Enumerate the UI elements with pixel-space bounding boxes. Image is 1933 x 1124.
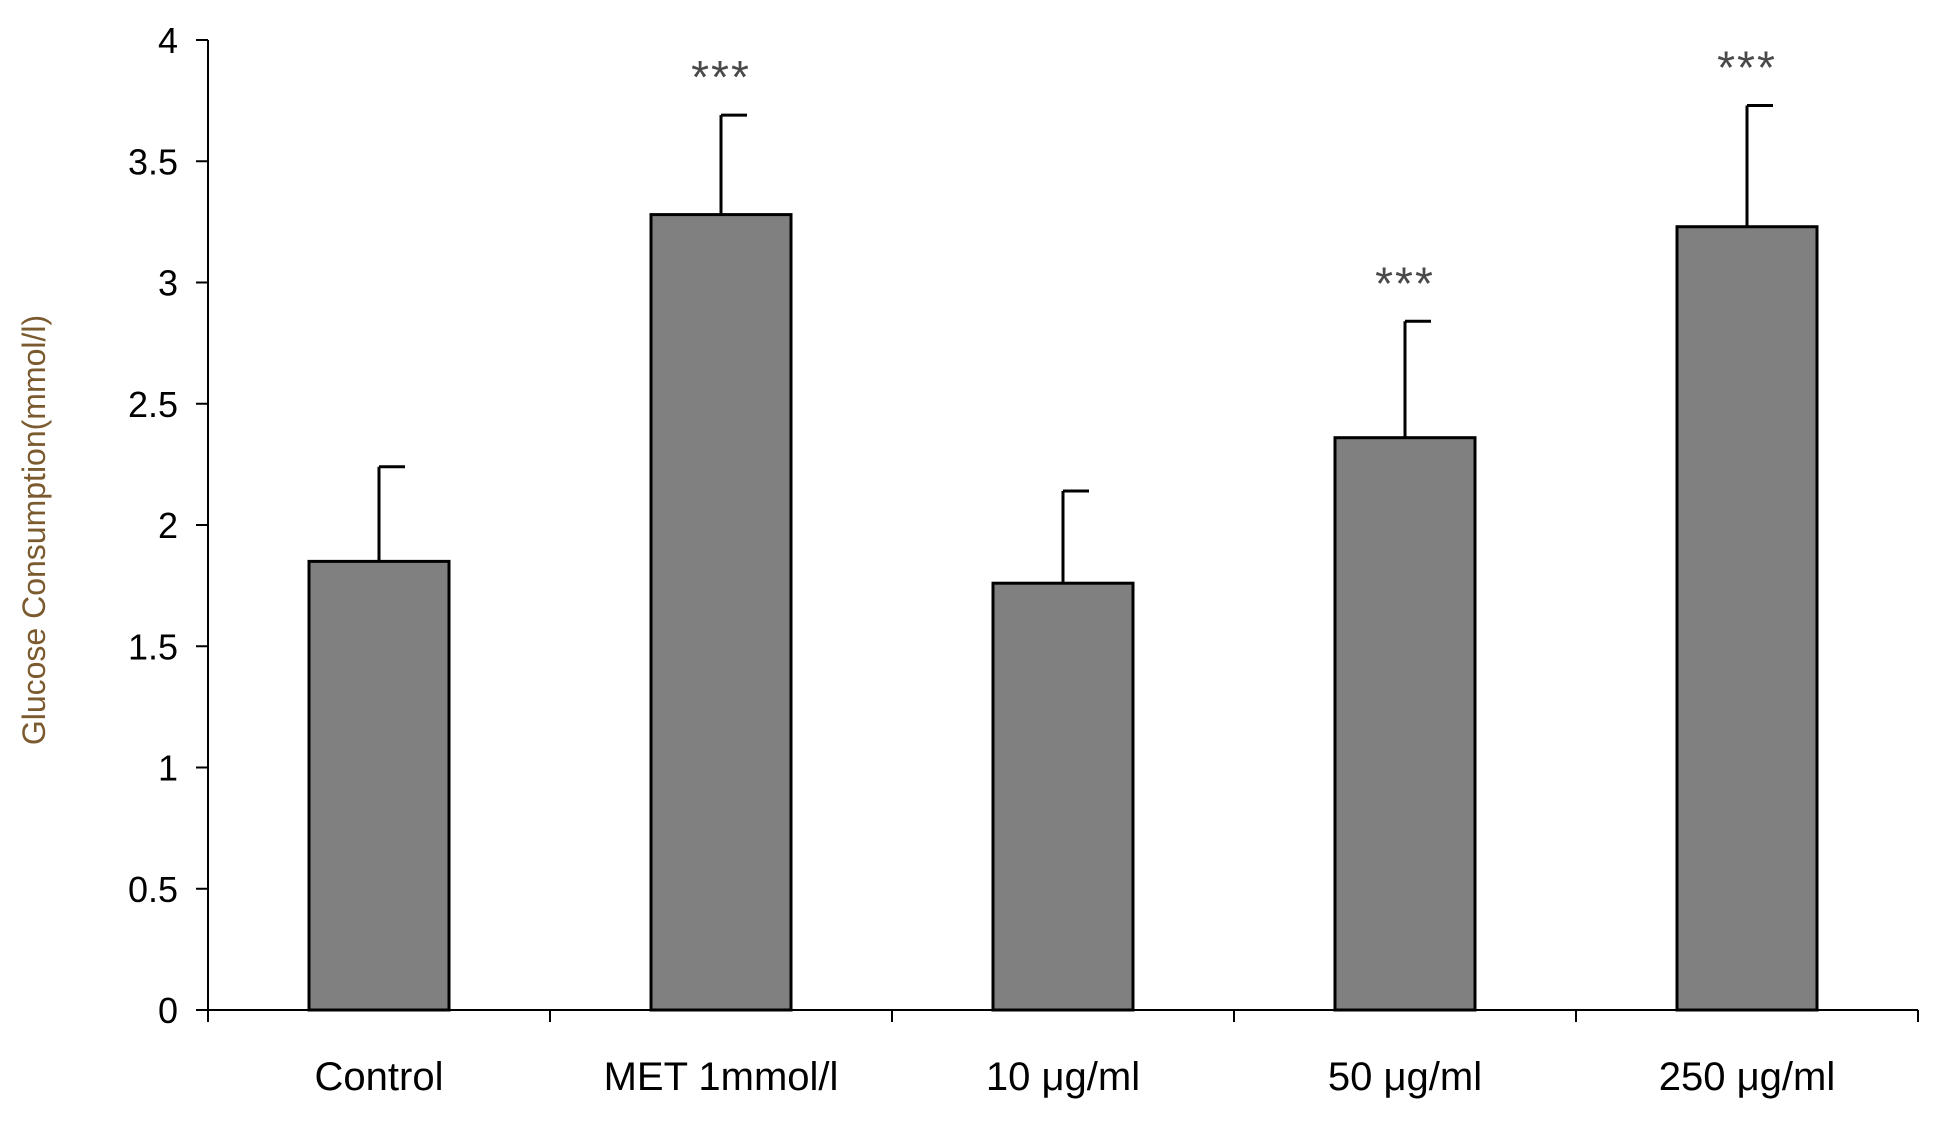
y-axis-title: Glucose Consumption(mmol/l) [16,315,52,745]
y-tick-label: 0.5 [128,869,178,910]
x-axis [207,1009,1919,1022]
significance-label: *** [691,51,751,103]
significance-markers: *** *** *** [691,41,1777,309]
significance-label: *** [1717,41,1777,93]
bar [991,581,1135,1012]
y-tick-label: 0 [158,990,178,1031]
category-label: Control [315,1055,444,1099]
category-label: 50 μg/ml [1328,1055,1482,1099]
y-tick-label: 2.5 [128,384,178,425]
category-label: MET 1mmol/l [604,1055,839,1099]
y-tick-label: 3 [158,263,178,304]
bar [1675,225,1819,1012]
y-axis: 0 0.5 1 1.5 2 2.5 3 3.5 4 [128,20,209,1031]
bar [649,213,793,1012]
y-tick-label: 1.5 [128,626,178,667]
y-tick-label: 4 [158,20,178,61]
significance-label: *** [1375,257,1435,309]
category-label: 10 μg/ml [986,1055,1140,1099]
y-tick-label: 1 [158,748,178,789]
error-bars [377,103,1773,584]
bar-series [307,213,1819,1012]
y-tick-label: 3.5 [128,141,178,182]
category-label: 250 μg/ml [1659,1055,1835,1099]
category-labels: Control MET 1mmol/l 10 μg/ml 50 μg/ml 250 μg… [315,1055,1836,1099]
y-tick-label: 2 [158,505,178,546]
bar [1333,436,1477,1012]
bar [307,559,451,1012]
